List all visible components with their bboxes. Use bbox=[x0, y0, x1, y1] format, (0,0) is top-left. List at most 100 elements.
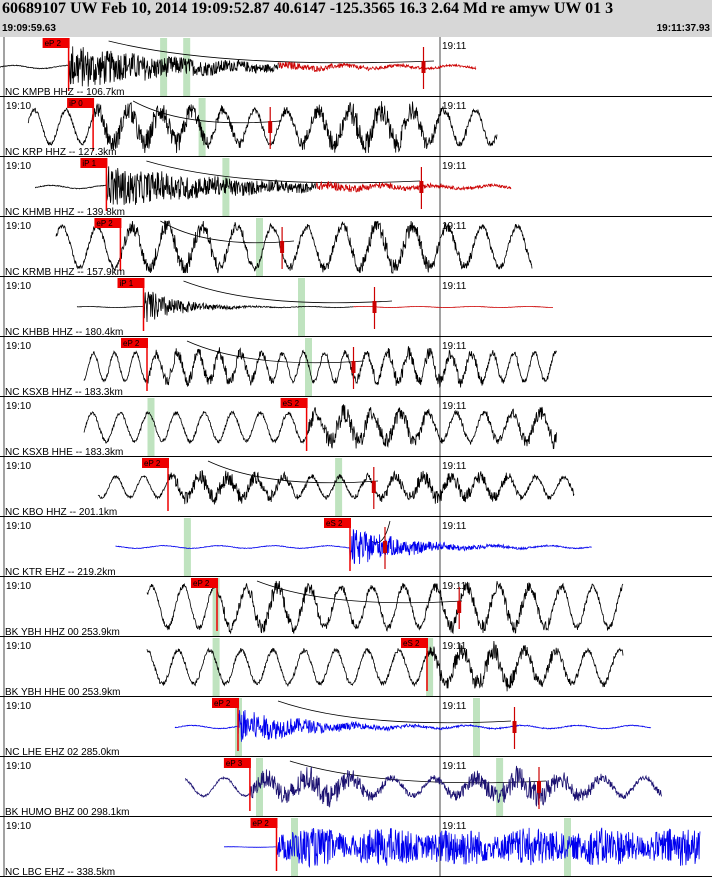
red-spike-blob-3 bbox=[280, 241, 285, 253]
travel-time-curve-3 bbox=[160, 220, 295, 244]
station-label-10: BK YBH HHE 00 253.9km bbox=[5, 687, 120, 698]
tick-label-1911-8: 19:11 bbox=[442, 521, 467, 532]
station-label-1: NC KRP HHZ -- 127.3km bbox=[5, 147, 117, 158]
pick-label-10: eS 2 bbox=[403, 639, 420, 648]
station-label-5: NC KSXB HHZ -- 183.3km bbox=[5, 387, 123, 398]
pick-box-0 bbox=[42, 38, 70, 48]
arrival-marker-3-0 bbox=[256, 218, 263, 276]
tick-label-1910-10: 19:10 bbox=[6, 641, 31, 652]
tick-label-1910-4: 19:10 bbox=[6, 281, 31, 292]
arrival-marker-10-0 bbox=[212, 638, 220, 696]
waveform-6 bbox=[83, 404, 557, 450]
event-title: 60689107 UW Feb 10, 2014 19:09:52.87 40.… bbox=[2, 0, 614, 17]
waveform-2 bbox=[35, 166, 317, 205]
tick-label-1911-9: 19:11 bbox=[442, 581, 467, 592]
pick-label-4: iP 1 bbox=[120, 279, 134, 288]
waveform-13 bbox=[224, 827, 701, 869]
tick-label-1910-11: 19:10 bbox=[6, 701, 31, 712]
arrival-marker-9-0 bbox=[212, 578, 220, 636]
tick-label-1910-7: 19:10 bbox=[6, 461, 31, 472]
pick-box-7 bbox=[142, 458, 169, 468]
tick-label-1911-3: 19:11 bbox=[442, 221, 467, 232]
tick-label-1910-2: 19:10 bbox=[6, 161, 31, 172]
waveform-tail-2 bbox=[315, 180, 512, 193]
waveform-1 bbox=[27, 101, 498, 154]
station-label-4: NC KHBB HHZ -- 180.4km bbox=[5, 327, 123, 338]
red-spike-blob-5 bbox=[351, 361, 356, 373]
tick-label-1911-6: 19:11 bbox=[442, 401, 467, 412]
travel-time-curve-4 bbox=[183, 280, 393, 304]
station-label-11: NC LHE EHZ 02 285.0km bbox=[5, 747, 120, 758]
pick-label-8: eS 2 bbox=[326, 519, 343, 528]
waveform-tail-4 bbox=[353, 305, 553, 309]
station-label-8: NC KTR EHZ -- 219.2km bbox=[5, 567, 116, 578]
tick-label-1911-0: 19:11 bbox=[442, 41, 467, 52]
waveform-8 bbox=[115, 529, 592, 565]
red-spike-blob-11 bbox=[512, 721, 517, 733]
pick-box-2 bbox=[80, 158, 108, 168]
pick-label-2: iP 1 bbox=[82, 159, 96, 168]
arrival-marker-8-0 bbox=[183, 518, 191, 576]
station-label-13: NC LBC EHZ -- 338.5km bbox=[5, 867, 115, 878]
tick-label-1910-1: 19:10 bbox=[6, 101, 31, 112]
waveform-5 bbox=[83, 346, 557, 388]
pick-label-13: eP 2 bbox=[253, 819, 270, 828]
waveform-4 bbox=[76, 291, 354, 323]
travel-time-curve-12 bbox=[289, 760, 547, 784]
pick-box-11 bbox=[212, 698, 239, 708]
tick-label-1911-2: 19:11 bbox=[442, 161, 467, 172]
arrival-marker-11-1 bbox=[473, 698, 480, 756]
pick-box-6 bbox=[280, 398, 308, 408]
tick-label-1910-5: 19:10 bbox=[6, 341, 31, 352]
red-spike-blob-2 bbox=[419, 181, 424, 193]
pick-label-12: eP 3 bbox=[226, 759, 243, 768]
pick-box-10 bbox=[401, 638, 428, 648]
pick-box-9 bbox=[191, 578, 218, 588]
red-spike-blob-7 bbox=[371, 481, 376, 493]
pick-box-4 bbox=[117, 278, 145, 288]
red-spike-blob-8 bbox=[383, 541, 387, 553]
red-spike-blob-9 bbox=[457, 601, 462, 613]
tick-label-1910-6: 19:10 bbox=[6, 401, 31, 412]
red-spike-blob-12 bbox=[537, 781, 541, 793]
pick-box-13 bbox=[250, 818, 278, 828]
pick-label-6: eS 2 bbox=[283, 399, 300, 408]
pick-label-9: eP 2 bbox=[193, 579, 210, 588]
station-label-12: BK HUMO BHZ 00 298.1km bbox=[5, 807, 129, 818]
red-spike-blob-4 bbox=[372, 301, 377, 313]
tick-label-1911-5: 19:11 bbox=[442, 341, 467, 352]
pick-box-3 bbox=[94, 218, 122, 228]
waveform-11 bbox=[174, 709, 652, 742]
tick-label-1911-1: 19:11 bbox=[442, 101, 467, 112]
pick-box-5 bbox=[121, 338, 148, 348]
pick-label-0: eP 2 bbox=[45, 39, 62, 48]
station-label-7: NC KBO HHZ -- 201.1km bbox=[5, 507, 117, 518]
tick-label-1911-7: 19:11 bbox=[442, 461, 467, 472]
tick-label-1910-3: 19:10 bbox=[6, 221, 31, 232]
arrival-marker-10-1 bbox=[426, 638, 434, 696]
station-label-9: BK YBH HHZ 00 253.9km bbox=[5, 627, 120, 638]
pick-box-1 bbox=[67, 98, 95, 108]
waveform-0 bbox=[0, 46, 279, 87]
tick-label-1911-4: 19:11 bbox=[442, 281, 467, 292]
waveform-3 bbox=[55, 220, 533, 274]
tick-label-1911-12: 19:11 bbox=[442, 761, 467, 772]
tick-label-1911-10: 19:11 bbox=[442, 641, 467, 652]
red-spike-blob-1 bbox=[268, 121, 273, 133]
station-label-0: NC KMPB HHZ -- 106.7km bbox=[5, 87, 124, 98]
pick-label-1: iP 0 bbox=[69, 99, 83, 108]
pick-box-8 bbox=[324, 518, 351, 528]
pick-box-12 bbox=[223, 758, 251, 768]
arrival-marker-12-1 bbox=[496, 758, 504, 816]
arrival-marker-1-0 bbox=[198, 98, 206, 156]
window-end-time: 19:11:37.93 bbox=[656, 23, 710, 34]
arrival-marker-7-0 bbox=[335, 458, 343, 516]
station-label-6: NC KSXB HHE -- 183.3km bbox=[5, 447, 123, 458]
red-spike-blob-0 bbox=[421, 61, 426, 73]
tick-label-1910-13: 19:10 bbox=[6, 821, 31, 832]
travel-time-curve-11 bbox=[277, 700, 512, 724]
pick-label-5: eP 2 bbox=[123, 339, 140, 348]
pick-label-7: eP 2 bbox=[144, 459, 161, 468]
arrival-marker-6-0 bbox=[147, 398, 155, 456]
waveform-10 bbox=[146, 640, 624, 692]
